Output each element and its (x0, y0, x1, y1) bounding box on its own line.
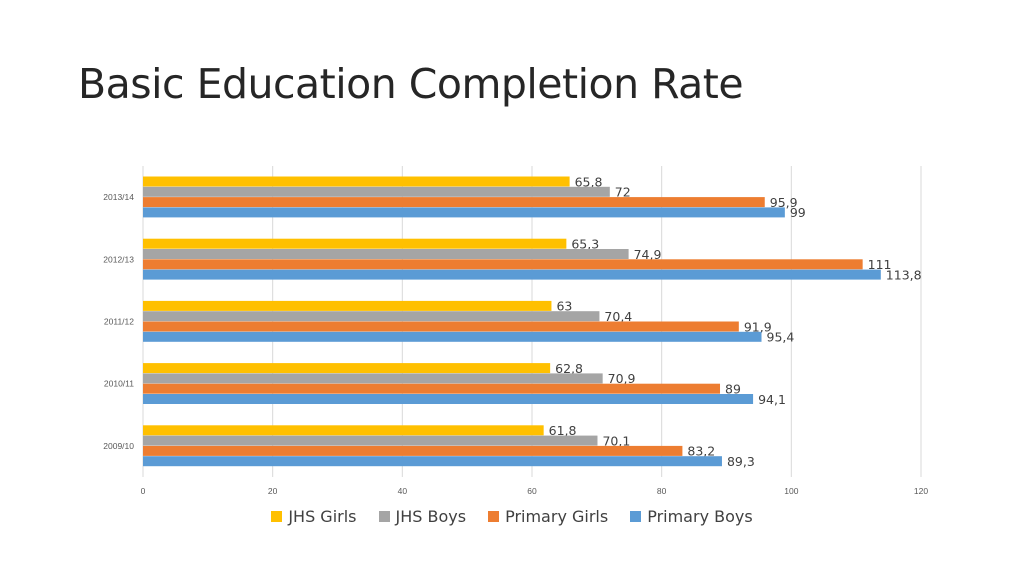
data-label: 70,9 (608, 371, 636, 386)
data-label: 74,9 (634, 247, 662, 262)
legend-item: JHS Girls (271, 507, 357, 526)
y-category-label: 2012/13 (103, 254, 134, 264)
bar (143, 176, 570, 187)
data-label: 113,8 (886, 267, 922, 282)
data-label: 63 (556, 299, 572, 314)
data-label: 111 (868, 257, 892, 272)
bar (143, 425, 544, 436)
data-label: 65,3 (571, 237, 599, 252)
legend-swatch (630, 511, 642, 522)
chart-legend: JHS Girls JHS Boys Primary Girls Primary Bo… (0, 507, 1024, 526)
bar (143, 383, 721, 394)
data-label: 70,4 (604, 309, 632, 324)
data-label: 72 (615, 185, 631, 200)
data-label: 91,9 (744, 319, 772, 334)
legend-item: Primary Girls (488, 507, 608, 526)
legend-label: Primary Boys (647, 507, 753, 526)
bar (143, 259, 863, 270)
data-label: 61,8 (549, 423, 577, 438)
y-category-label: 2011/12 (104, 317, 134, 327)
y-category-label: 2010/11 (104, 379, 134, 389)
legend-swatch (271, 511, 283, 522)
x-tick-label: 80 (657, 486, 667, 496)
data-label: 95,4 (767, 330, 795, 345)
legend-item: Primary Boys (630, 507, 753, 526)
data-label: 70,1 (602, 433, 630, 448)
x-tick-label: 0 (141, 486, 146, 496)
legend-label: JHS Girls (288, 507, 357, 526)
bar (143, 269, 881, 280)
slide-title: Basic Education Completion Rate (78, 60, 744, 108)
bar (143, 197, 765, 208)
legend-label: JHS Boys (395, 507, 467, 526)
legend-label: Primary Girls (505, 507, 609, 526)
data-label: 95,9 (770, 195, 798, 210)
bar (143, 435, 598, 446)
data-label: 65,8 (575, 174, 603, 189)
bar (143, 321, 739, 332)
x-tick-label: 120 (914, 486, 928, 496)
x-tick-label: 60 (527, 486, 537, 496)
bar (143, 186, 610, 197)
data-label: 83,2 (687, 444, 715, 459)
data-label: 62,8 (555, 361, 583, 376)
bar (143, 311, 600, 322)
data-label: 94,1 (758, 392, 786, 407)
y-category-label: 2009/10 (103, 441, 134, 451)
bar (143, 331, 762, 342)
data-label: 89,3 (727, 454, 755, 469)
bar (143, 363, 551, 374)
bar (143, 373, 603, 384)
bar (143, 238, 567, 249)
x-tick-label: 100 (784, 486, 798, 496)
legend-item: JHS Boys (378, 507, 467, 526)
bar (143, 207, 785, 218)
x-tick-label: 40 (398, 486, 408, 496)
bar (143, 445, 683, 456)
data-label: 99 (790, 205, 806, 220)
bar (143, 300, 552, 311)
data-label: 89 (725, 382, 741, 397)
legend-swatch (378, 511, 390, 522)
bar (143, 456, 722, 467)
x-tick-label: 20 (268, 486, 278, 496)
y-category-label: 2013/14 (103, 192, 134, 202)
legend-swatch (488, 511, 500, 522)
bar (143, 249, 629, 259)
bar (143, 394, 754, 404)
